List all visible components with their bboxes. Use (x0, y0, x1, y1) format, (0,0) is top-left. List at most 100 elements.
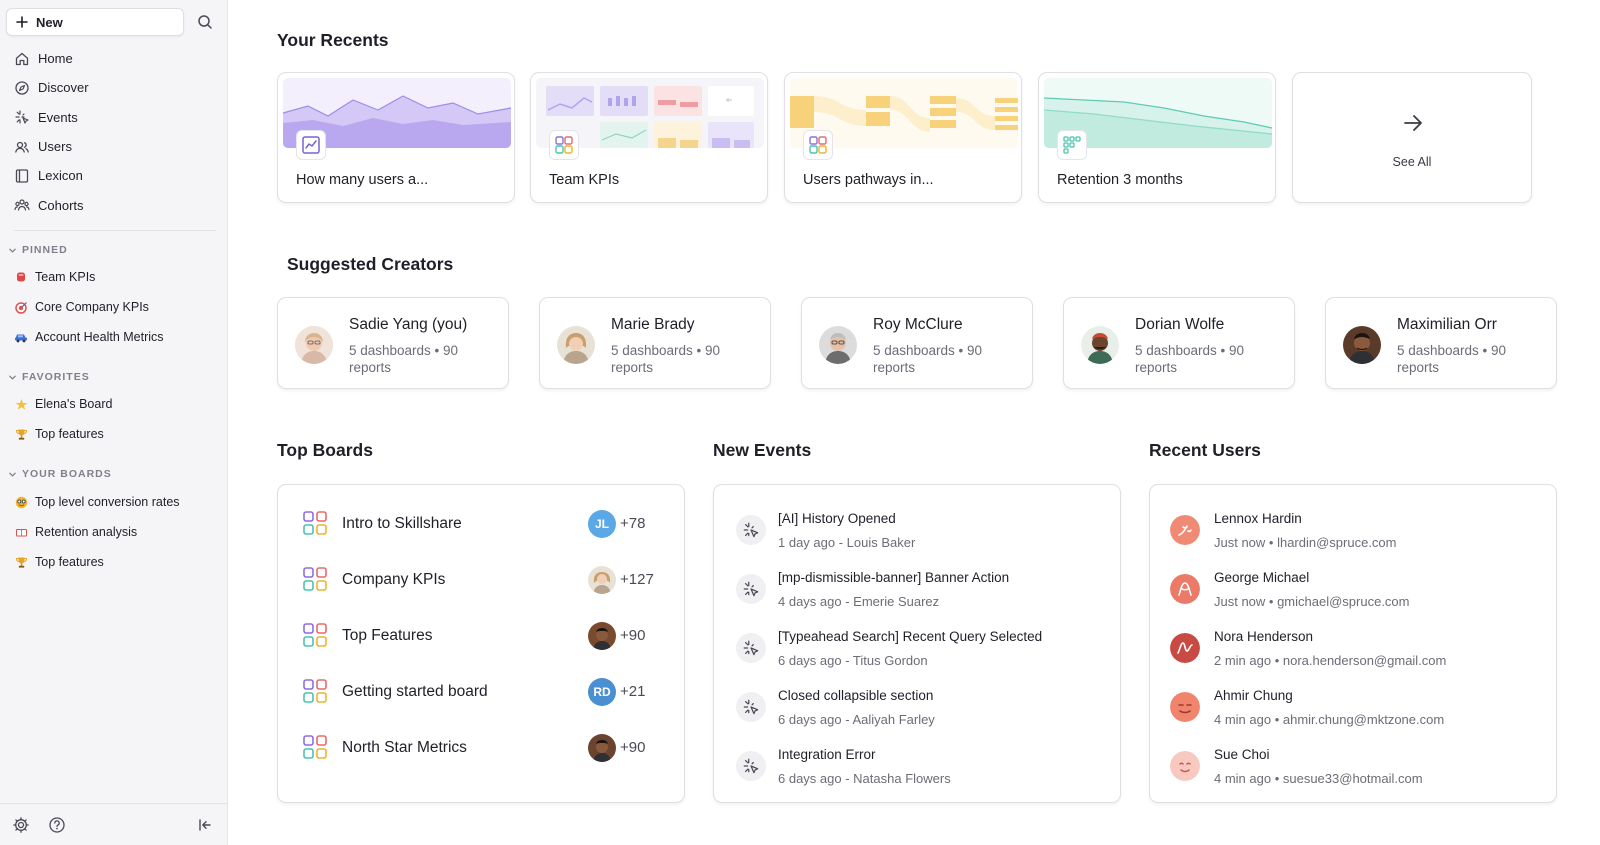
board-name: Intro to Skillshare (342, 515, 462, 532)
event-row[interactable]: [Typeahead Search] Recent Query Selected… (736, 629, 1106, 677)
creator-meta: 5 dashboards • 90 reports (349, 343, 459, 375)
recent-card-title: How many users a... (296, 172, 429, 188)
event-sparkle-icon (736, 515, 766, 545)
board-name: Getting started board (342, 683, 488, 700)
main-content: Your Recents How many users a... Team (228, 0, 1600, 845)
event-row[interactable]: Integration Error 6 days ago - Natasha F… (736, 747, 1106, 795)
board-count: +90 (620, 627, 646, 644)
recent-card[interactable]: Users pathways in... (784, 72, 1022, 203)
board-item-label: Retention analysis (35, 525, 138, 539)
cohorts-icon (14, 199, 30, 211)
board-grid-icon (303, 679, 327, 703)
star-icon (14, 397, 28, 411)
nav-item-home[interactable]: Home (6, 44, 216, 73)
creator-meta: 5 dashboards • 90 reports (1135, 343, 1245, 375)
recent-card[interactable]: How many users a... (277, 72, 515, 203)
avatar (1343, 326, 1381, 364)
event-meta: 6 days ago - Natasha Flowers (778, 771, 951, 786)
event-sparkle-icon (736, 633, 766, 663)
board-row[interactable]: Intro to Skillshare JL +78 (302, 507, 668, 541)
nav-item-events[interactable]: Events (6, 103, 216, 132)
car-icon (14, 330, 28, 344)
user-row[interactable]: Sue Choi 4 min ago • suesue33@hotmail.co… (1170, 747, 1540, 795)
event-row[interactable]: [AI] History Opened 1 day ago - Louis Ba… (736, 511, 1106, 559)
recent-card-title: Team KPIs (549, 172, 620, 188)
new-row: New (6, 8, 222, 36)
creator-card[interactable]: Marie Brady 5 dashboards • 90 reports (539, 297, 771, 389)
user-row[interactable]: Nora Henderson 2 min ago • nora.henderso… (1170, 629, 1540, 677)
board-item-label: Top level conversion rates (35, 495, 180, 509)
creator-name: Sadie Yang (you) (349, 316, 468, 333)
board-row[interactable]: Top Features +90 (302, 619, 668, 653)
user-row[interactable]: Lennox Hardin Just now • lhardin@spruce.… (1170, 511, 1540, 559)
board-count: +90 (620, 739, 646, 756)
event-meta: 6 days ago - Aaliyah Farley (778, 712, 935, 727)
target-icon (14, 300, 28, 314)
event-row[interactable]: Closed collapsible section 6 days ago - … (736, 688, 1106, 736)
gear-icon[interactable] (12, 816, 30, 834)
help-icon[interactable] (48, 816, 66, 834)
creator-card[interactable]: Maximilian Orr 5 dashboards • 90 reports (1325, 297, 1557, 389)
see-all-label: See All (1392, 155, 1432, 169)
your-boards-section-title: YOUR BOARDS (22, 468, 112, 480)
users-icon (15, 141, 29, 153)
board-row[interactable]: Getting started board RD +21 (302, 675, 668, 709)
user-name: Ahmir Chung (1214, 688, 1293, 703)
favorite-item-elenas-board[interactable]: Elena's Board (14, 392, 112, 416)
user-row[interactable]: Ahmir Chung 4 min ago • ahmir.chung@mktz… (1170, 688, 1540, 736)
user-row[interactable]: George Michael Just now • gmichael@spruc… (1170, 570, 1540, 618)
nav-item-discover[interactable]: Discover (6, 73, 216, 102)
user-meta: 4 min ago • ahmir.chung@mktzone.com (1214, 712, 1445, 727)
recent-card[interactable]: Retention 3 months (1038, 72, 1276, 203)
plus-icon (16, 16, 28, 28)
board-grid-icon (303, 567, 327, 591)
recent-users-panel: Lennox Hardin Just now • lhardin@spruce.… (1149, 484, 1557, 803)
avatar (1081, 326, 1119, 364)
creator-card[interactable]: Sadie Yang (you) 5 dashboards • 90 repor… (277, 297, 509, 389)
nav-item-users[interactable]: Users (6, 132, 216, 161)
pinned-item-team-kpis[interactable]: Team KPIs (14, 265, 95, 289)
new-button-label: New (36, 14, 63, 30)
see-all-card[interactable]: See All (1292, 72, 1532, 203)
book-icon (14, 525, 28, 539)
your-boards-section-header[interactable]: YOUR BOARDS (8, 468, 112, 480)
board-row[interactable]: North Star Metrics +90 (302, 731, 668, 765)
creator-name: Maximilian Orr (1397, 316, 1497, 333)
board-row[interactable]: Company KPIs +127 (302, 563, 668, 597)
favorite-item-label: Top features (35, 427, 104, 441)
red-pin-icon (14, 270, 28, 284)
board-item-top-features[interactable]: Top features (14, 550, 104, 574)
nav-item-label: Users (38, 139, 72, 155)
user-meta: Just now • lhardin@spruce.com (1214, 535, 1397, 550)
user-name: Sue Choi (1214, 747, 1270, 762)
event-row[interactable]: [mp-dismissible-banner] Banner Action 4 … (736, 570, 1106, 618)
creator-card[interactable]: Roy McClure 5 dashboards • 90 reports (801, 297, 1033, 389)
board-item-top-level-conversion-rates[interactable]: Top level conversion rates (14, 490, 180, 514)
collapse-sidebar-icon[interactable] (196, 816, 214, 834)
avatar (819, 326, 857, 364)
board-grid-icon (303, 735, 327, 759)
creator-card[interactable]: Dorian Wolfe 5 dashboards • 90 reports (1063, 297, 1295, 389)
user-avatar-icon (1170, 751, 1200, 781)
user-meta: 2 min ago • nora.henderson@gmail.com (1214, 653, 1447, 668)
board-item-retention-analysis[interactable]: Retention analysis (14, 520, 137, 544)
user-avatar-icon (1170, 515, 1200, 545)
pinned-item-account-health-metrics[interactable]: Account Health Metrics (14, 325, 164, 349)
home-icon (15, 52, 29, 65)
nav-item-lexicon[interactable]: Lexicon (6, 161, 216, 190)
search-button[interactable] (194, 11, 216, 33)
top-boards-panel: Intro to Skillshare JL +78 Company KPIs … (277, 484, 685, 803)
new-events-title: New Events (713, 440, 812, 460)
pinned-section-header[interactable]: PINNED (8, 244, 68, 256)
favorites-section-header[interactable]: FAVORITES (8, 371, 90, 383)
nav-item-label: Discover (38, 80, 89, 96)
sidebar: New Home Discover Events Users Lexicon (0, 0, 228, 845)
nav-item-label: Home (38, 51, 73, 67)
nav-item-cohorts[interactable]: Cohorts (6, 190, 216, 219)
favorite-item-top-features[interactable]: Top features (14, 422, 104, 446)
arrow-right-icon (1404, 115, 1422, 131)
new-button[interactable]: New (6, 8, 184, 36)
pinned-item-core-company-kpis[interactable]: Core Company KPIs (14, 295, 149, 319)
recent-card[interactable]: Team KPIs (530, 72, 768, 203)
chevron-down-icon (9, 248, 16, 253)
